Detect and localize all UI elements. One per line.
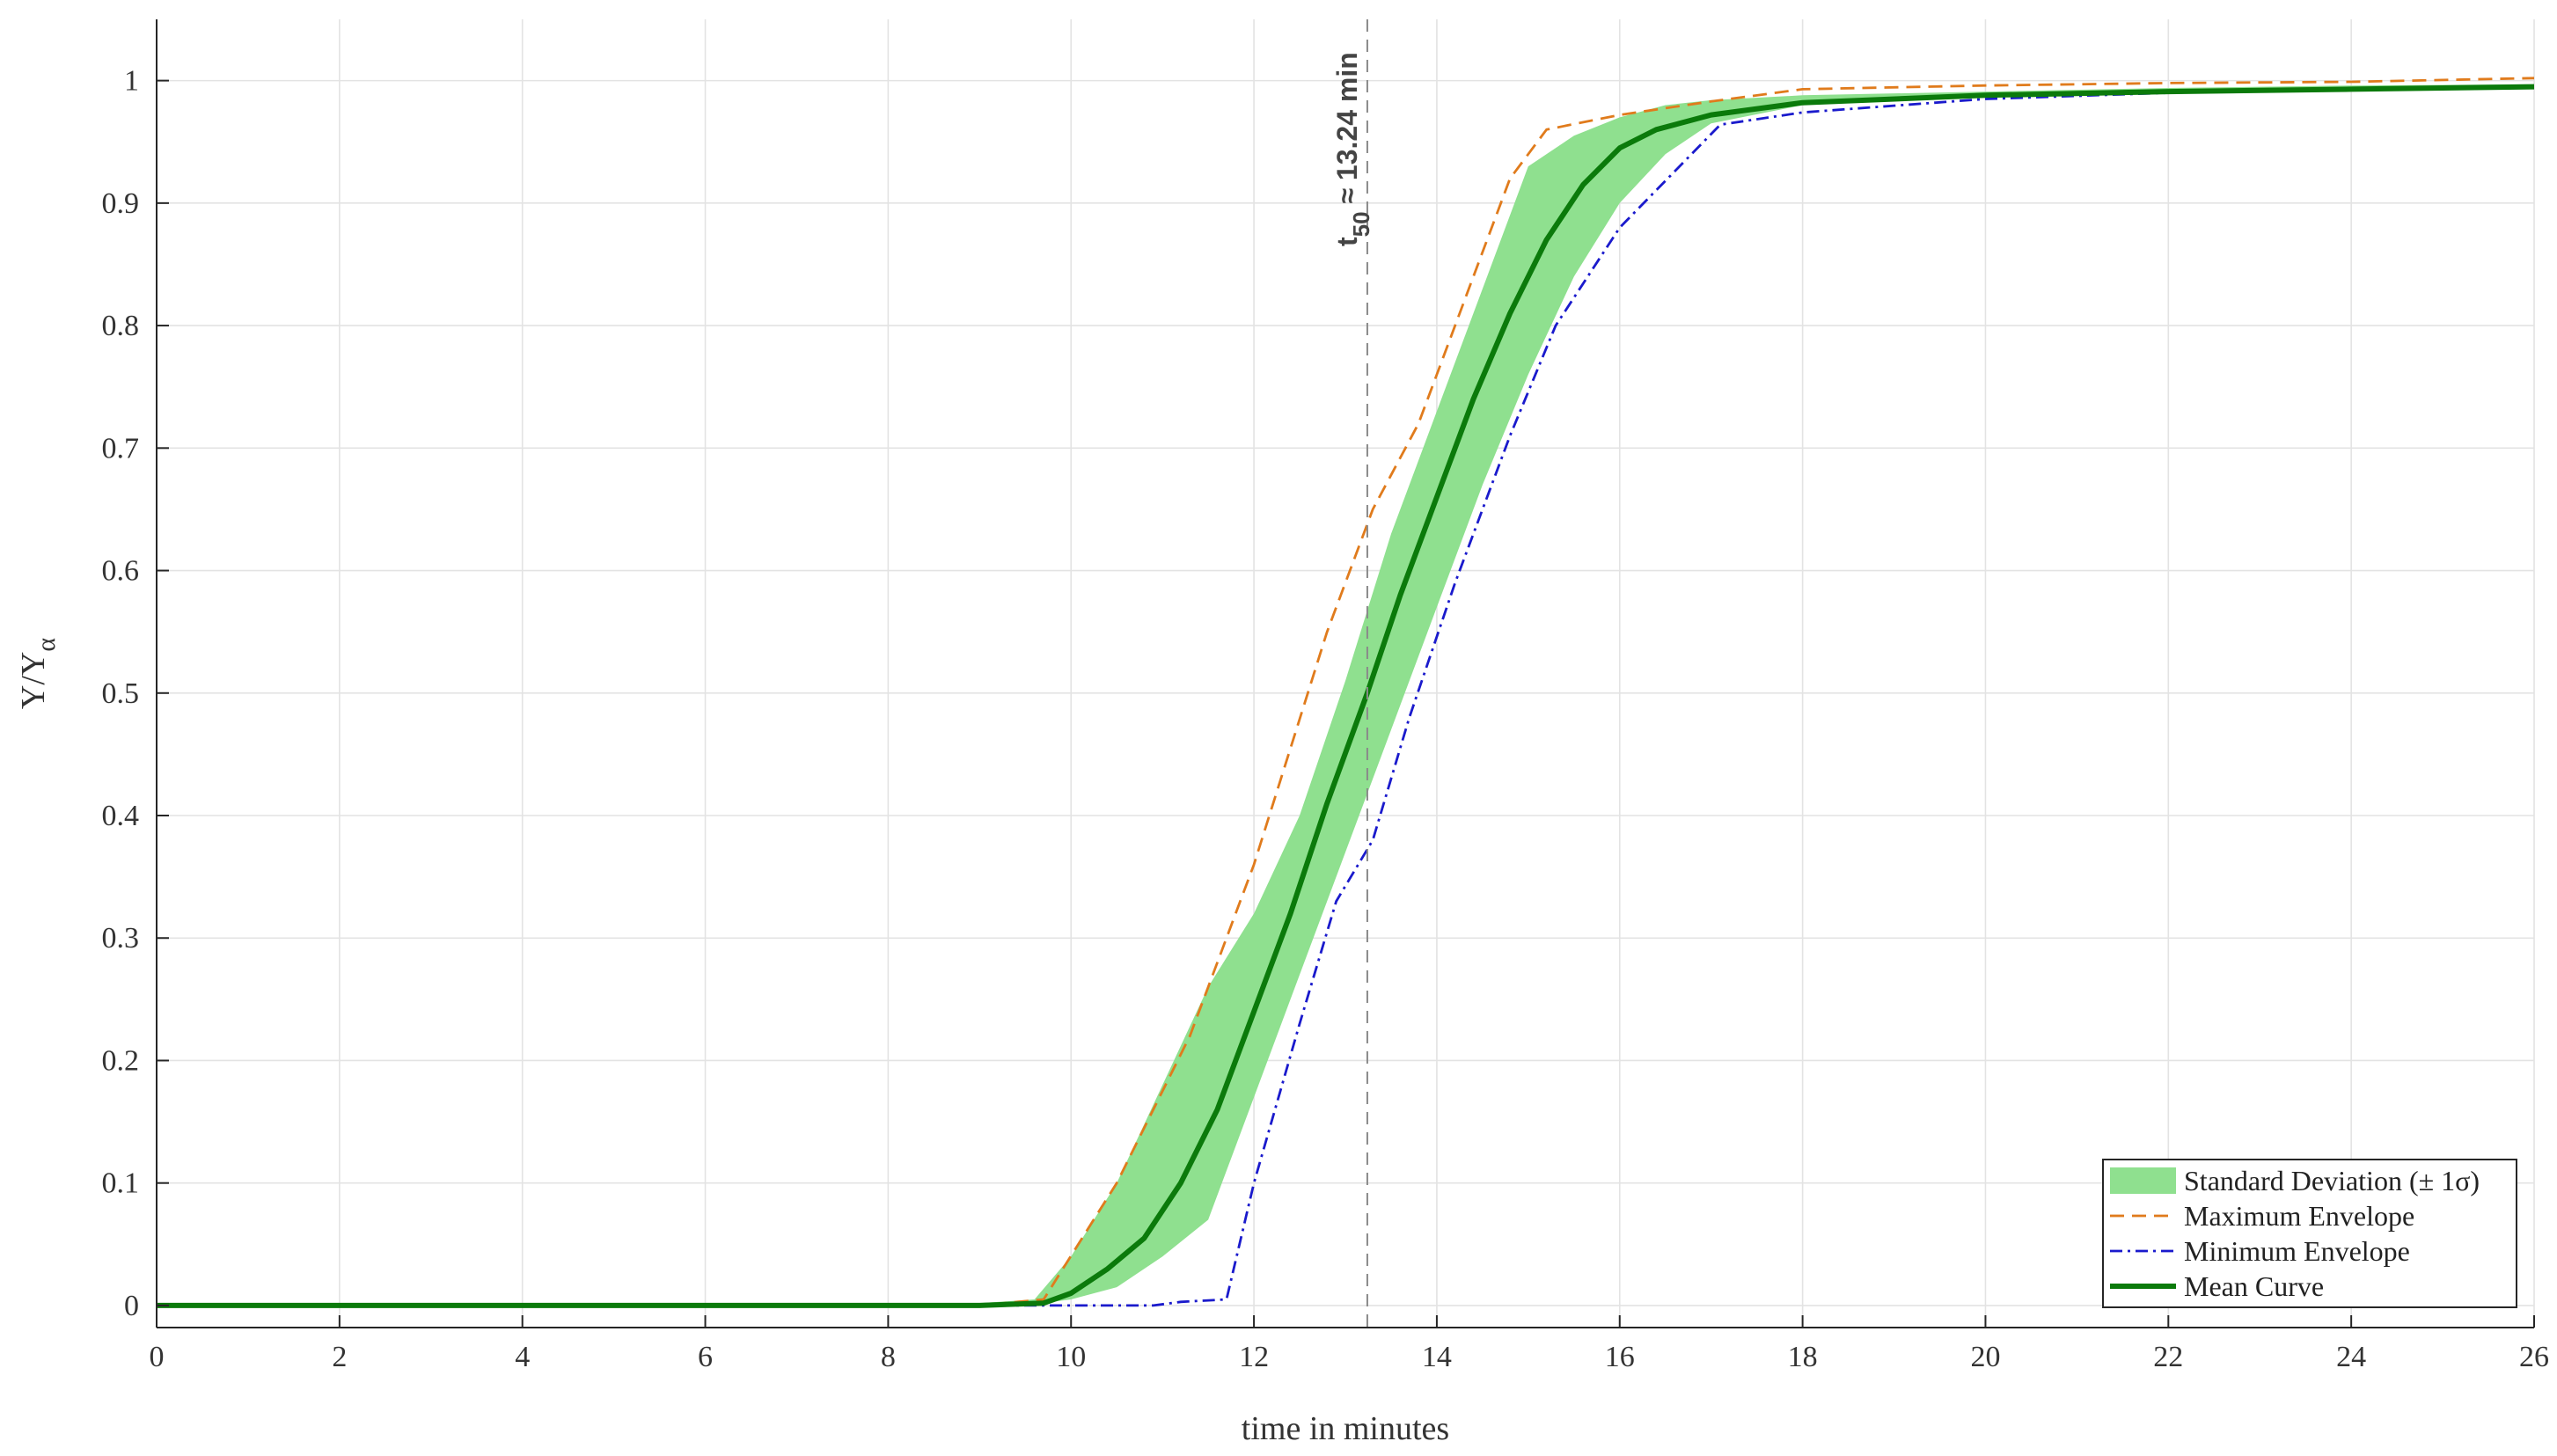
y-tick-label: 0.4 [102, 800, 140, 832]
legend-label: Maximum Envelope [2184, 1200, 2414, 1232]
x-tick-label: 24 [2336, 1341, 2366, 1373]
y-tick-label: 0.9 [102, 187, 140, 220]
legend-label: Mean Curve [2184, 1270, 2324, 1302]
y-axis-label: Y/Yα [15, 638, 61, 709]
x-tick-label: 6 [698, 1341, 713, 1373]
legend: Standard Deviation (± 1σ) Maximum Envelop… [2102, 1159, 2517, 1308]
axes-layer: 0 2 4 6 8 10 12 14 16 18 20 22 24 2600.10.20.30.40.50… [102, 19, 2549, 1373]
band-layer [157, 84, 2534, 1306]
y-tick-label: 1 [124, 65, 139, 98]
t50-annotation: t50 ≈ 13.24 min [1331, 52, 1374, 246]
y-axis-label-sub: α [32, 638, 61, 652]
y-axis-label-main: Y/Y [15, 652, 52, 709]
t50-annotation-sub: 50 [1348, 211, 1374, 237]
grid-layer [156, 19, 2535, 1328]
annotation-layer: t50 ≈ 13.24 min [1331, 19, 1374, 1328]
x-axis-label: time in minutes [1242, 1410, 1449, 1447]
x-tick-label: 20 [1970, 1341, 2000, 1373]
x-tick-label: 26 [2519, 1341, 2549, 1373]
y-tick-label: 0.6 [102, 555, 140, 588]
minimum-envelope-line [157, 86, 2535, 1307]
y-tick-label: 0.3 [102, 922, 140, 955]
y-tick-label: 0.5 [102, 677, 140, 710]
x-tick-label: 4 [515, 1341, 530, 1373]
t50-annotation-main: t [1331, 237, 1363, 246]
x-tick-label: 16 [1605, 1341, 1635, 1373]
y-tick-label: 0.8 [102, 310, 140, 342]
x-tick-label: 8 [881, 1341, 896, 1373]
legend-swatch-band [2110, 1167, 2176, 1194]
mean-curve-line [157, 84, 2535, 1308]
y-tick-label: 0.2 [102, 1044, 140, 1077]
legend-label: Standard Deviation (± 1σ) [2184, 1165, 2480, 1196]
x-tick-label: 14 [1422, 1341, 1452, 1373]
maximum-envelope-line [157, 77, 2535, 1307]
x-tick-label: 12 [1239, 1341, 1269, 1373]
x-tick-label: 0 [150, 1341, 165, 1373]
x-tick-label: 10 [1056, 1341, 1086, 1373]
x-tick-label: 2 [332, 1341, 347, 1373]
y-tick-label: 0.7 [102, 432, 140, 465]
std-deviation-band [157, 84, 2534, 1306]
y-tick-label: 0.1 [102, 1167, 140, 1200]
legend-label: Minimum Envelope [2184, 1235, 2410, 1267]
y-tick-label: 0 [124, 1290, 139, 1322]
series-layer [157, 77, 2535, 1308]
x-tick-label: 22 [2153, 1341, 2183, 1373]
x-tick-label: 18 [1788, 1341, 1818, 1373]
t50-annotation-rest: ≈ 13.24 min [1331, 52, 1363, 211]
